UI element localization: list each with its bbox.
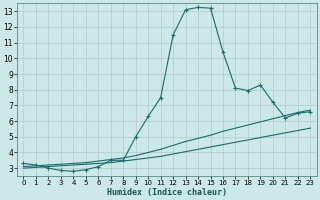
X-axis label: Humidex (Indice chaleur): Humidex (Indice chaleur) — [107, 188, 227, 197]
